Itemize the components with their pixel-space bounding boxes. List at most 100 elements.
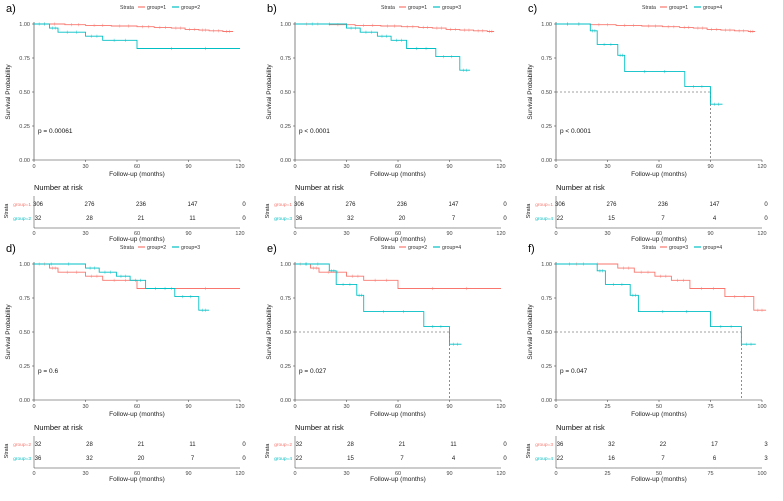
panel-label: f) <box>528 243 535 255</box>
risk-row-label: group=2 <box>13 442 31 448</box>
y-tick-label: 0.25 <box>280 364 291 370</box>
panel-3: c) Strata group=1 group=40.000.250.500.751.… <box>526 3 768 243</box>
legend-label-group-1: group=1 <box>408 5 427 11</box>
x-tick-label: 60 <box>395 164 401 170</box>
risk-cell: 22 <box>660 442 667 448</box>
x-tick-label: 100 <box>757 404 766 410</box>
y-tick-label: 1.00 <box>19 262 30 268</box>
x-tick-label: 0 <box>293 404 296 410</box>
risk-cell: 3 <box>764 456 768 462</box>
risk-x-tick-label: 120 <box>235 471 244 477</box>
risk-x-tick-label: 60 <box>395 231 401 237</box>
risk-x-tick-label: 0 <box>293 471 296 477</box>
strata-legend: Strata group=1 group=4 <box>642 5 722 11</box>
legend-title: Strata <box>120 245 134 251</box>
y-tick-label: 0.75 <box>19 56 30 62</box>
legend-label-group-4: group=4 <box>703 5 722 11</box>
risk-cell: 7 <box>661 456 665 462</box>
risk-x-tick-label: 0 <box>554 231 557 237</box>
risk-cell: 0 <box>764 202 768 208</box>
risk-table-title: Number at risk <box>295 423 344 432</box>
survival-curve-group-3 <box>295 23 471 71</box>
strata-legend: Strata group=2 group=3 <box>120 245 200 251</box>
risk-x-tick-label: 60 <box>134 231 140 237</box>
risk-cell: 15 <box>347 456 354 462</box>
risk-cell: 276 <box>606 202 617 208</box>
risk-cell: 17 <box>711 442 718 448</box>
risk-row-label: group=3 <box>535 442 553 448</box>
y-tick-label: 0.75 <box>541 296 552 302</box>
survival-curve-group-4 <box>556 23 723 105</box>
risk-cell: 28 <box>86 442 93 448</box>
risk-cell: 7 <box>400 456 404 462</box>
x-tick-label: 60 <box>395 404 401 410</box>
p-value: p = 0.027 <box>299 368 327 375</box>
survival-curve-group-3 <box>34 263 210 311</box>
risk-cell: 147 <box>709 202 720 208</box>
x-tick-label: 120 <box>757 164 766 170</box>
risk-cell: 306 <box>294 202 305 208</box>
risk-cell: 20 <box>138 456 145 462</box>
risk-cell: 7 <box>661 216 665 222</box>
x-tick-label: 30 <box>343 164 349 170</box>
x-tick-label: 25 <box>604 404 610 410</box>
x-tick-label: 0 <box>554 404 557 410</box>
risk-x-axis-title: Follow-up (months) <box>631 476 687 483</box>
p-value: p < 0.0001 <box>299 128 330 135</box>
legend-label-group-4: group=4 <box>442 245 461 251</box>
survival-curve-group-3 <box>556 263 767 311</box>
risk-x-tick-label: 60 <box>134 471 140 477</box>
survival-curve-group-2 <box>295 263 501 289</box>
risk-cell: 306 <box>33 202 44 208</box>
risk-cell: 21 <box>138 442 145 448</box>
risk-x-tick-label: 120 <box>235 231 244 237</box>
risk-x-tick-label: 25 <box>604 471 610 477</box>
risk-x-tick-label: 90 <box>446 471 452 477</box>
y-tick-label: 0.50 <box>541 90 552 96</box>
y-tick-label: 0.00 <box>541 158 552 164</box>
panel-label: c) <box>528 3 537 15</box>
y-tick-label: 0.25 <box>541 364 552 370</box>
y-tick-label: 0.50 <box>280 330 291 336</box>
risk-cell: 32 <box>608 442 615 448</box>
risk-cell: 147 <box>448 202 459 208</box>
legend-label-group-1: group=1 <box>669 5 688 11</box>
risk-cell: 0 <box>764 216 768 222</box>
x-tick-label: 60 <box>134 404 140 410</box>
risk-row-label: group=4 <box>535 216 553 222</box>
legend-label-group-3: group=3 <box>181 245 200 251</box>
risk-row-label: group=2 <box>13 216 31 222</box>
y-tick-label: 1.00 <box>19 22 30 28</box>
risk-cell: 0 <box>503 442 507 448</box>
y-tick-label: 0.00 <box>19 398 30 404</box>
x-axis-title: Follow-up (months) <box>631 411 687 418</box>
risk-x-tick-label: 90 <box>185 471 191 477</box>
risk-cell: 21 <box>399 442 406 448</box>
risk-row-label: group=3 <box>13 456 31 462</box>
risk-table-title: Number at risk <box>34 423 83 432</box>
risk-cell: 32 <box>35 442 42 448</box>
y-axis-title: Survival Probability <box>266 64 273 120</box>
risk-x-axis-title: Follow-up (months) <box>109 476 165 483</box>
risk-x-tick-label: 90 <box>707 231 713 237</box>
risk-cell: 32 <box>35 216 42 222</box>
risk-cell: 15 <box>608 216 615 222</box>
legend-label-group-2: group=2 <box>181 5 200 11</box>
survival-curve-group-1 <box>34 23 234 32</box>
risk-row-label: group=2 <box>274 442 292 448</box>
legend-title: Strata <box>381 245 395 251</box>
panel-4: d) Strata group=2 group=30.000.250.500.751.… <box>4 243 246 483</box>
x-axis-title: Follow-up (months) <box>631 171 687 178</box>
x-tick-label: 60 <box>134 164 140 170</box>
risk-x-tick-label: 30 <box>82 471 88 477</box>
y-tick-label: 0.00 <box>280 158 291 164</box>
risk-cell: 0 <box>503 202 507 208</box>
y-tick-label: 0.75 <box>19 296 30 302</box>
panel-2: b) Strata group=1 group=30.000.250.500.751.… <box>265 3 507 243</box>
y-tick-label: 0.50 <box>19 330 30 336</box>
risk-x-tick-label: 60 <box>656 231 662 237</box>
x-tick-label: 90 <box>707 164 713 170</box>
y-tick-label: 0.25 <box>19 124 30 130</box>
risk-table: Number at risk Strata group=1 306 276 236 147 0… <box>526 183 768 243</box>
